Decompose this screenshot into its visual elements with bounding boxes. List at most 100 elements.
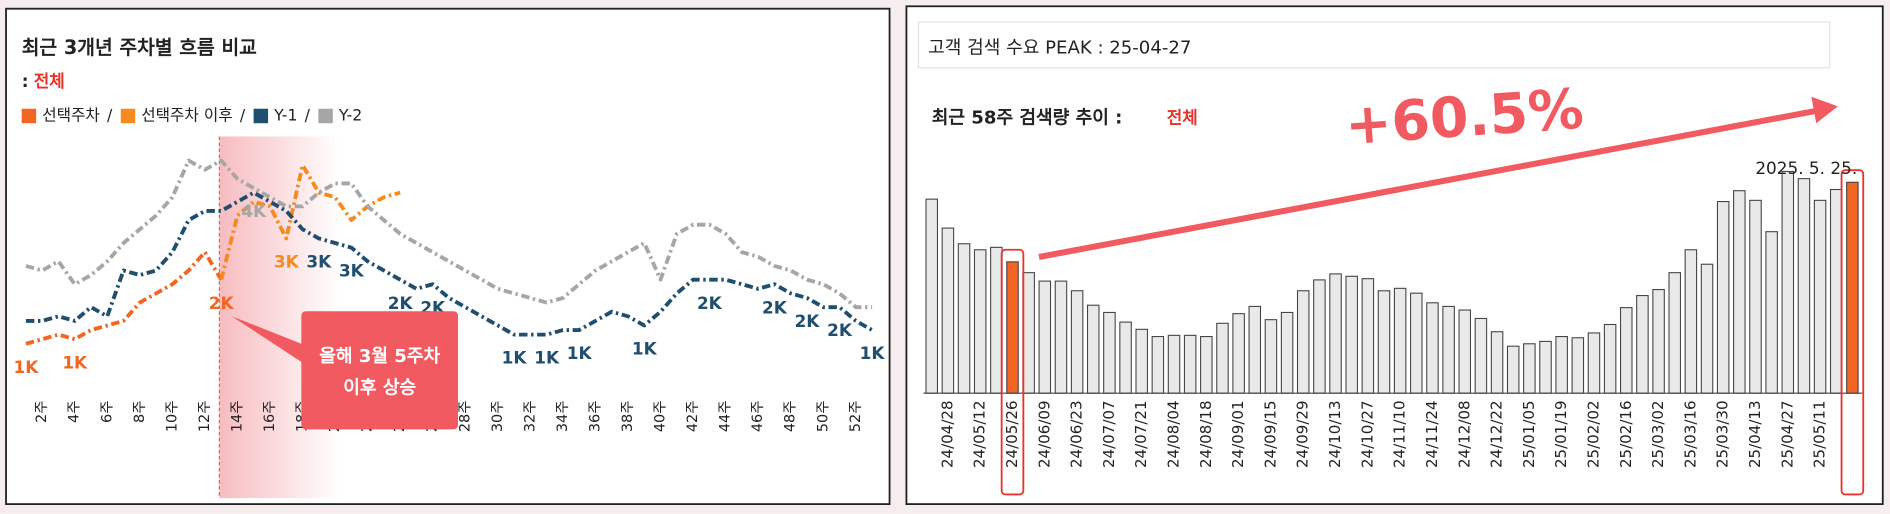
x-tick-label: 25/02/02 [1584, 400, 1602, 468]
value-label: 1K [62, 352, 88, 372]
bar [1700, 263, 1714, 394]
bar [1829, 188, 1843, 394]
x-tick-label: 2주 [34, 400, 50, 423]
bar [957, 243, 971, 394]
bar [1668, 272, 1681, 394]
bar [1474, 317, 1488, 394]
x-tick-label: 42주 [685, 400, 701, 432]
x-tick-label: 24/12/22 [1488, 400, 1506, 468]
x-tick-label: 24/09/01 [1229, 400, 1247, 468]
x-tick-label: 8주 [132, 400, 148, 423]
bar [1506, 345, 1520, 394]
peak-header: 고객 검색 수요 PEAK : 25-04-27 [928, 37, 1191, 58]
x-tick-label: 14주 [229, 400, 245, 432]
value-label: 1K [860, 343, 886, 363]
callout-text: 이후 상승 [343, 377, 416, 398]
bar [1361, 278, 1375, 394]
header-box [917, 21, 1831, 69]
bar [1119, 321, 1132, 394]
x-tick-label: 28주 [457, 400, 473, 432]
value-label: 2K [388, 293, 414, 313]
value-label: 1K [632, 339, 658, 359]
bar [1733, 190, 1746, 394]
legend-swatch [21, 108, 37, 124]
legend: 선택주차 / 선택주차 이후 / Y-1 / Y-2 [21, 105, 362, 124]
bar [1652, 289, 1665, 394]
bar [1216, 322, 1229, 394]
x-tick-label: 25/03/16 [1681, 400, 1699, 468]
x-tick-label: 25/03/30 [1714, 400, 1732, 468]
x-tick-label: 24/08/18 [1197, 400, 1215, 468]
value-label: 3K [306, 252, 332, 272]
bar [1329, 273, 1342, 394]
value-label: 2K [795, 311, 821, 331]
filter-prefix: : [22, 71, 29, 91]
x-tick-label: 46주 [750, 400, 766, 432]
bar [1232, 313, 1245, 394]
bar [1555, 336, 1568, 394]
bar [1086, 304, 1100, 394]
x-tick-label: 25/04/27 [1778, 400, 1796, 468]
x-tick-label: 34주 [555, 400, 571, 432]
bar [1846, 181, 1859, 394]
x-tick-label: 24/07/07 [1100, 400, 1118, 468]
bar [1619, 307, 1633, 394]
x-tick-label: 16주 [262, 400, 278, 432]
x-tick-label: 24/04/28 [938, 400, 956, 468]
legend-label: 선택주차 이후 [141, 105, 232, 124]
bar [1135, 328, 1148, 394]
x-tick-label: 24/08/04 [1165, 400, 1183, 468]
x-tick-label: 10주 [164, 400, 180, 432]
x-tick-label: 25/05/11 [1811, 400, 1829, 468]
right-subtitle: 최근 58주 검색량 추이 : [932, 107, 1123, 128]
bar [1280, 311, 1294, 394]
highlight-outline [1000, 248, 1025, 496]
x-tick-label: 24/11/10 [1391, 400, 1409, 468]
value-label: 2K [827, 320, 853, 340]
x-tick-label: 24/10/13 [1326, 400, 1344, 468]
value-label: 2K [762, 297, 788, 317]
bar [973, 249, 987, 394]
x-tick-label: 24/06/09 [1035, 400, 1053, 468]
bar [1765, 231, 1778, 394]
date-annotation: 2025. 5. 25. [1755, 158, 1857, 178]
bar [1684, 249, 1698, 394]
value-label: 1K [567, 343, 593, 363]
x-tick-label: 44주 [718, 400, 734, 432]
bar [1296, 290, 1310, 394]
x-tick-label: 52주 [848, 400, 864, 432]
x-tick-label: 24/05/12 [971, 400, 989, 468]
bar [1636, 295, 1649, 394]
legend-separator: / [240, 105, 246, 124]
bar [1070, 290, 1084, 394]
bar [1167, 334, 1181, 394]
series-line [25, 190, 874, 337]
trend-arrow [1038, 106, 1822, 260]
series-line [25, 250, 223, 346]
callout-text: 올해 3월 5주차 [319, 346, 440, 367]
x-tick-label: 32주 [522, 400, 538, 432]
x-tick-label: 25/01/05 [1520, 400, 1538, 468]
bar [1490, 331, 1504, 394]
x-tick-label: 40주 [653, 400, 669, 432]
value-label: 3K [339, 261, 365, 281]
bar [1022, 272, 1035, 394]
bar [1183, 334, 1197, 394]
bar [1313, 279, 1326, 394]
x-tick-label: 24/06/23 [1068, 400, 1086, 468]
x-tick-label: 24/07/21 [1132, 400, 1150, 468]
x-tick-label: 24/12/08 [1455, 400, 1473, 468]
x-tick-label: 36주 [587, 400, 603, 432]
value-label: 1K [534, 348, 560, 368]
bar [1603, 323, 1617, 394]
bar [1749, 199, 1762, 394]
left-title: 최근 3개년 주차별 흐름 비교 [22, 36, 257, 59]
bar [925, 198, 939, 394]
callout-box [231, 311, 459, 430]
bar [990, 246, 1003, 394]
bar [1264, 319, 1278, 394]
bar [1151, 336, 1165, 394]
x-tick-label: 24/09/29 [1294, 400, 1312, 468]
x-tick-label: 12주 [197, 400, 213, 432]
bar [1587, 332, 1601, 394]
